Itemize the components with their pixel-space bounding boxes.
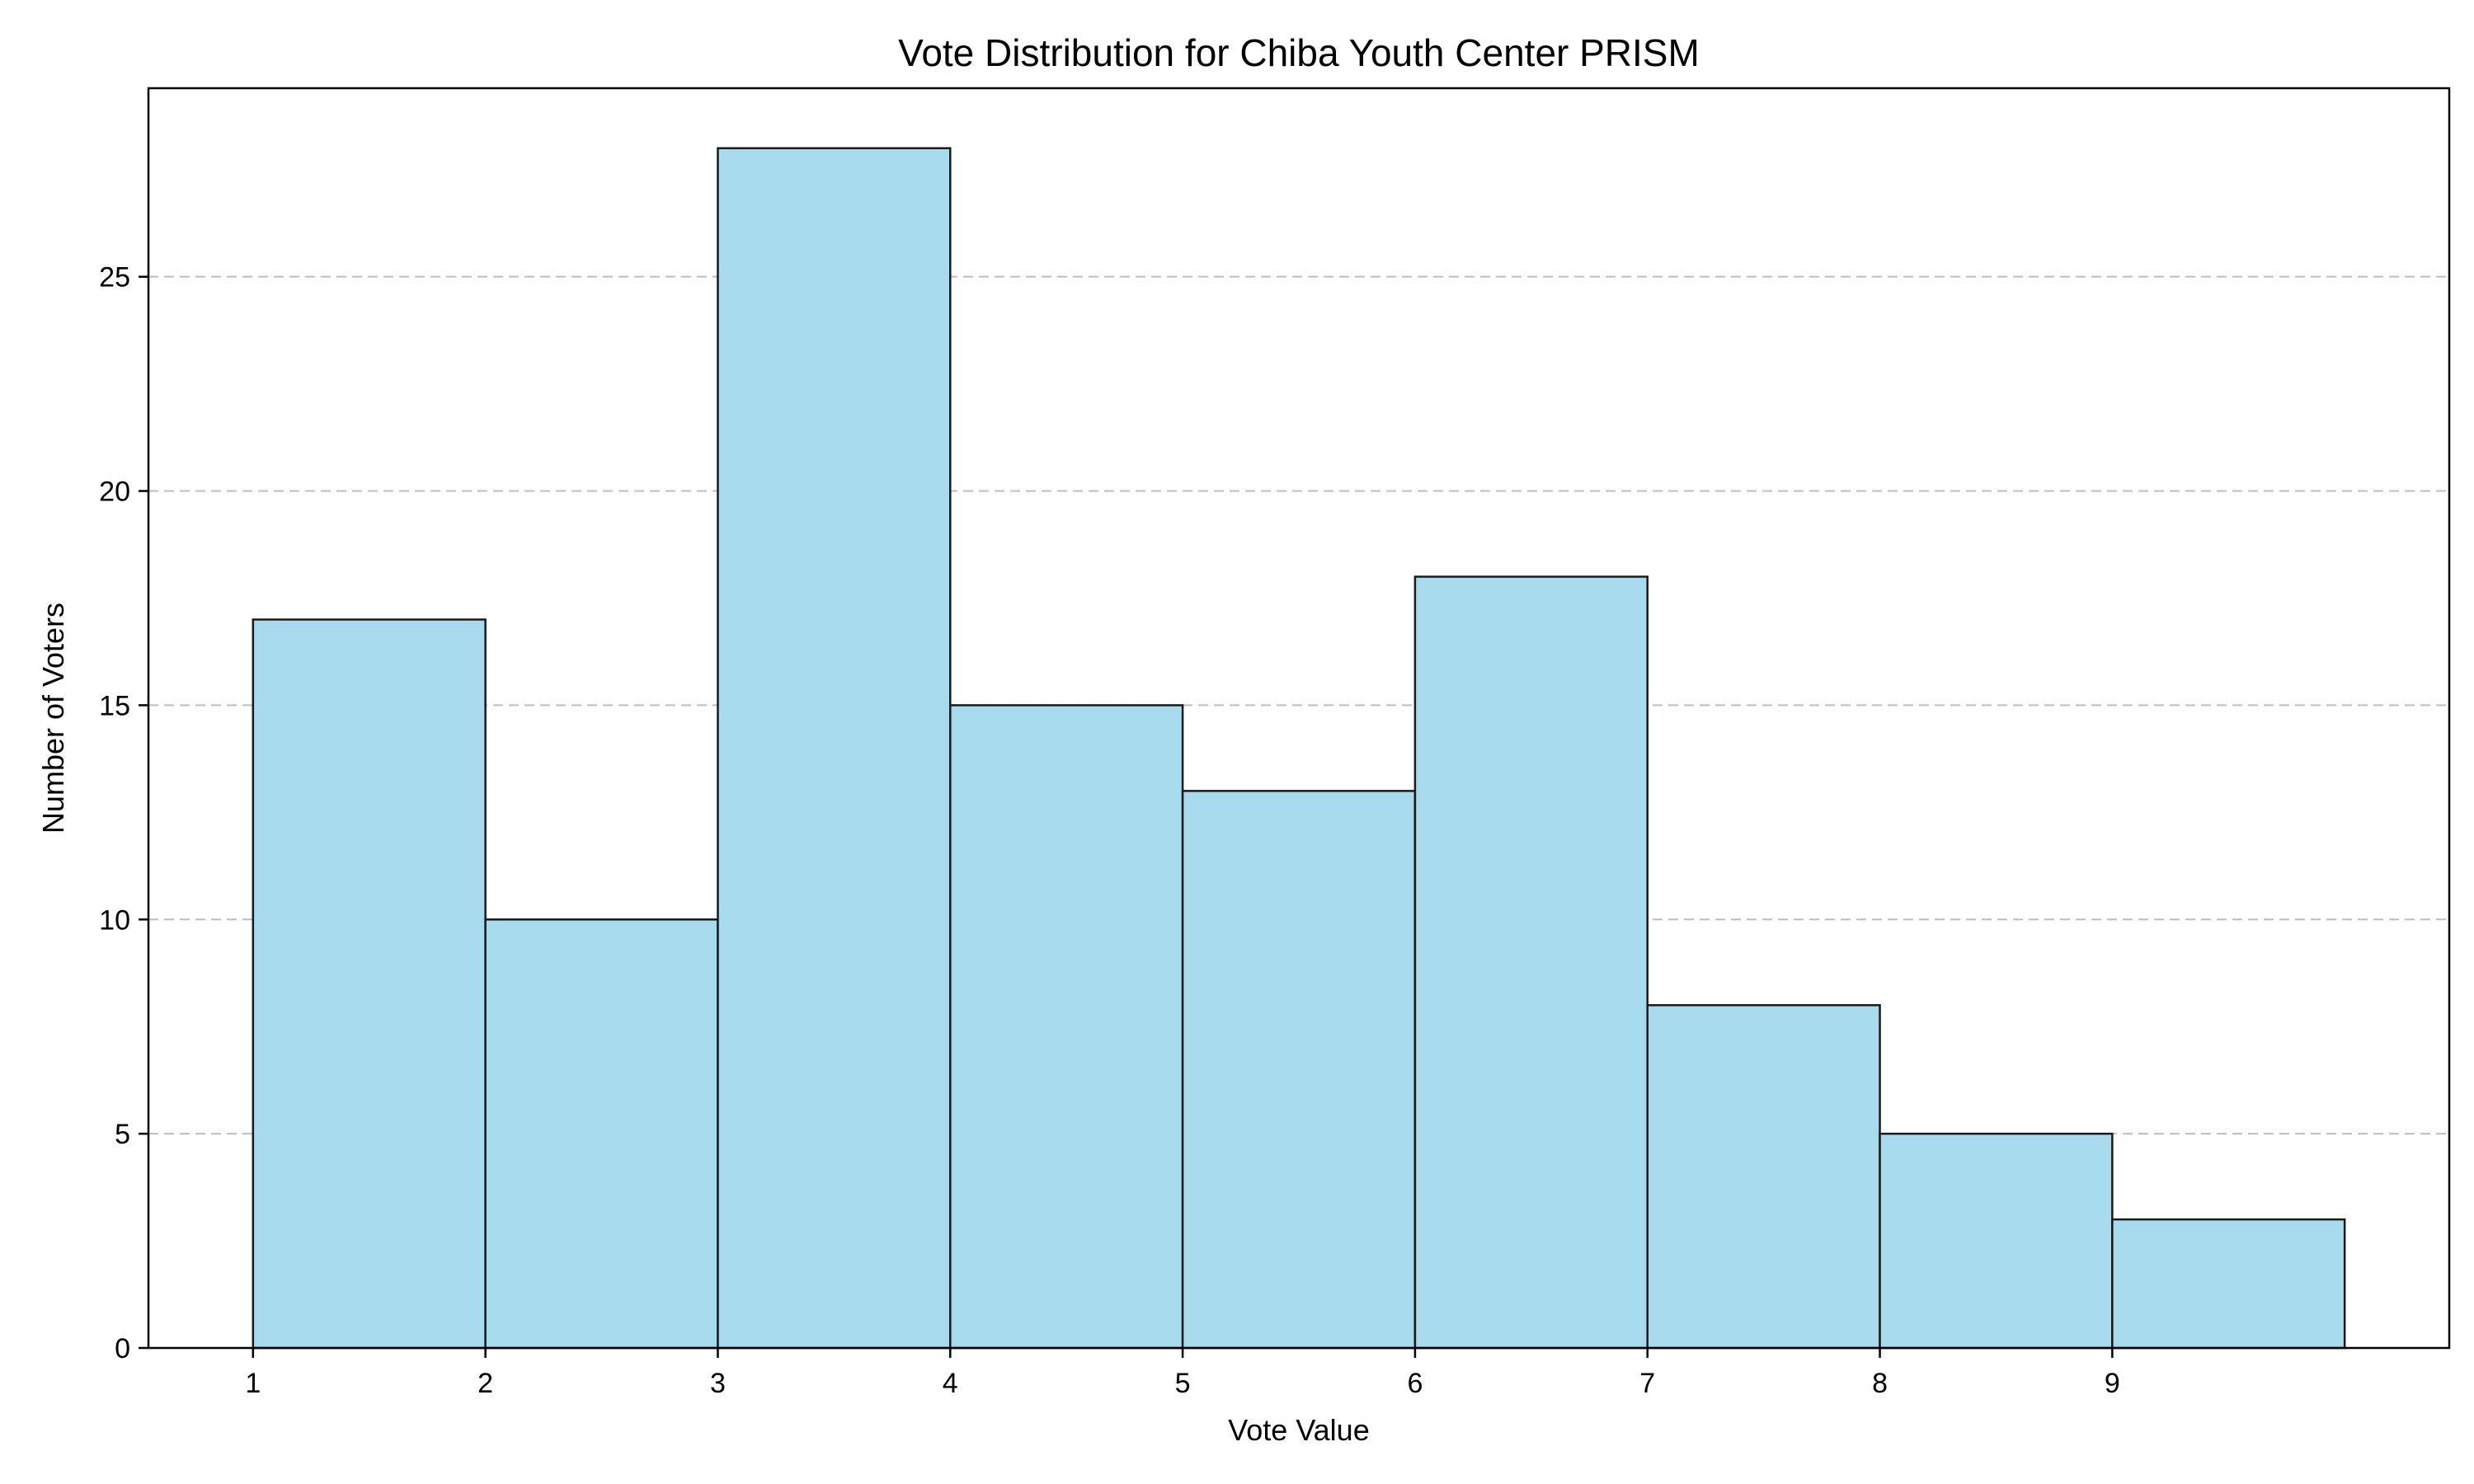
y-tick-label-25: 25 bbox=[99, 262, 130, 294]
x-tick-label-8: 8 bbox=[1872, 1368, 1888, 1399]
x-tick-label-7: 7 bbox=[1639, 1368, 1655, 1399]
x-axis-ticks: 1 2 3 4 5 6 7 8 9 bbox=[245, 1348, 2120, 1399]
plot-frame bbox=[147, 87, 2451, 1350]
bar-6-7 bbox=[1413, 575, 1649, 1350]
x-tick-label-3: 3 bbox=[710, 1368, 726, 1399]
x-tick-label-9: 9 bbox=[2105, 1368, 2120, 1399]
x-tick-label-5: 5 bbox=[1175, 1368, 1191, 1399]
bar-8-9 bbox=[1879, 1132, 2114, 1350]
x-tick-label-6: 6 bbox=[1407, 1368, 1423, 1399]
y-axis-label: Number of Voters bbox=[36, 603, 70, 834]
y-tick-label-15: 15 bbox=[99, 690, 130, 721]
bar-9-10 bbox=[2111, 1218, 2346, 1350]
chart-title: Vote Distribution for Chiba Youth Center… bbox=[898, 31, 1700, 74]
x-tick-label-1: 1 bbox=[245, 1368, 261, 1399]
x-axis-label: Vote Value bbox=[1228, 1413, 1369, 1447]
bar-5-6 bbox=[1181, 790, 1417, 1350]
bar-2-3 bbox=[484, 918, 719, 1350]
y-tick-label-0: 0 bbox=[115, 1333, 130, 1364]
y-tick-label-10: 10 bbox=[99, 904, 130, 936]
x-tick-label-4: 4 bbox=[943, 1368, 958, 1399]
y-tick-label-5: 5 bbox=[115, 1119, 130, 1150]
bar-3-4 bbox=[717, 147, 952, 1350]
bars bbox=[252, 147, 2346, 1350]
bar-4-5 bbox=[949, 704, 1184, 1350]
y-tick-label-20: 20 bbox=[99, 477, 130, 508]
bar-1-2 bbox=[252, 618, 487, 1350]
y-axis-ticks: 0 5 10 15 20 25 bbox=[99, 262, 148, 1364]
bar-7-8 bbox=[1646, 1003, 1881, 1350]
x-tick-label-2: 2 bbox=[477, 1368, 493, 1399]
